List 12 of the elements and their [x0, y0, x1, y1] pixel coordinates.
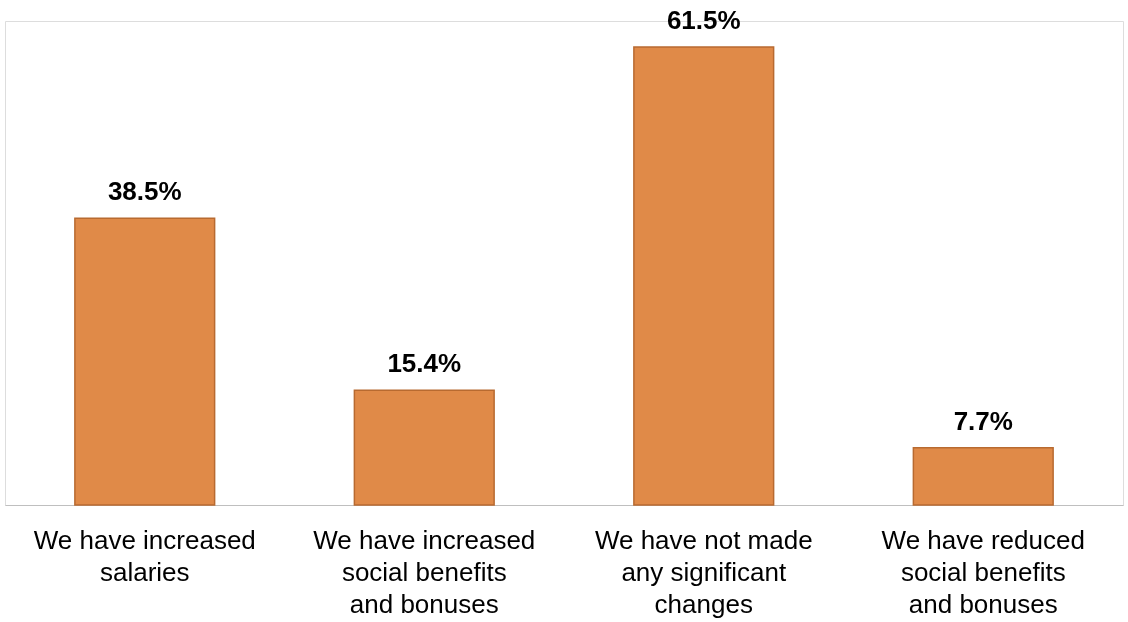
x-tick-label: We have increased salaries	[33, 524, 256, 587]
x-tick-label: We have reduced social benefits and bonuses	[881, 524, 1085, 619]
bar	[633, 46, 775, 506]
bar	[74, 217, 216, 506]
x-tick-label: We have increased social benefits and bonuses	[313, 524, 536, 619]
data-label: 61.5%	[666, 5, 741, 36]
bar	[912, 446, 1054, 506]
bar	[353, 389, 495, 506]
data-label: 15.4%	[387, 348, 462, 379]
x-tick-label: We have not made any significant changes	[594, 524, 813, 619]
data-label: 38.5%	[107, 176, 182, 207]
data-label: 7.7%	[953, 405, 1013, 436]
